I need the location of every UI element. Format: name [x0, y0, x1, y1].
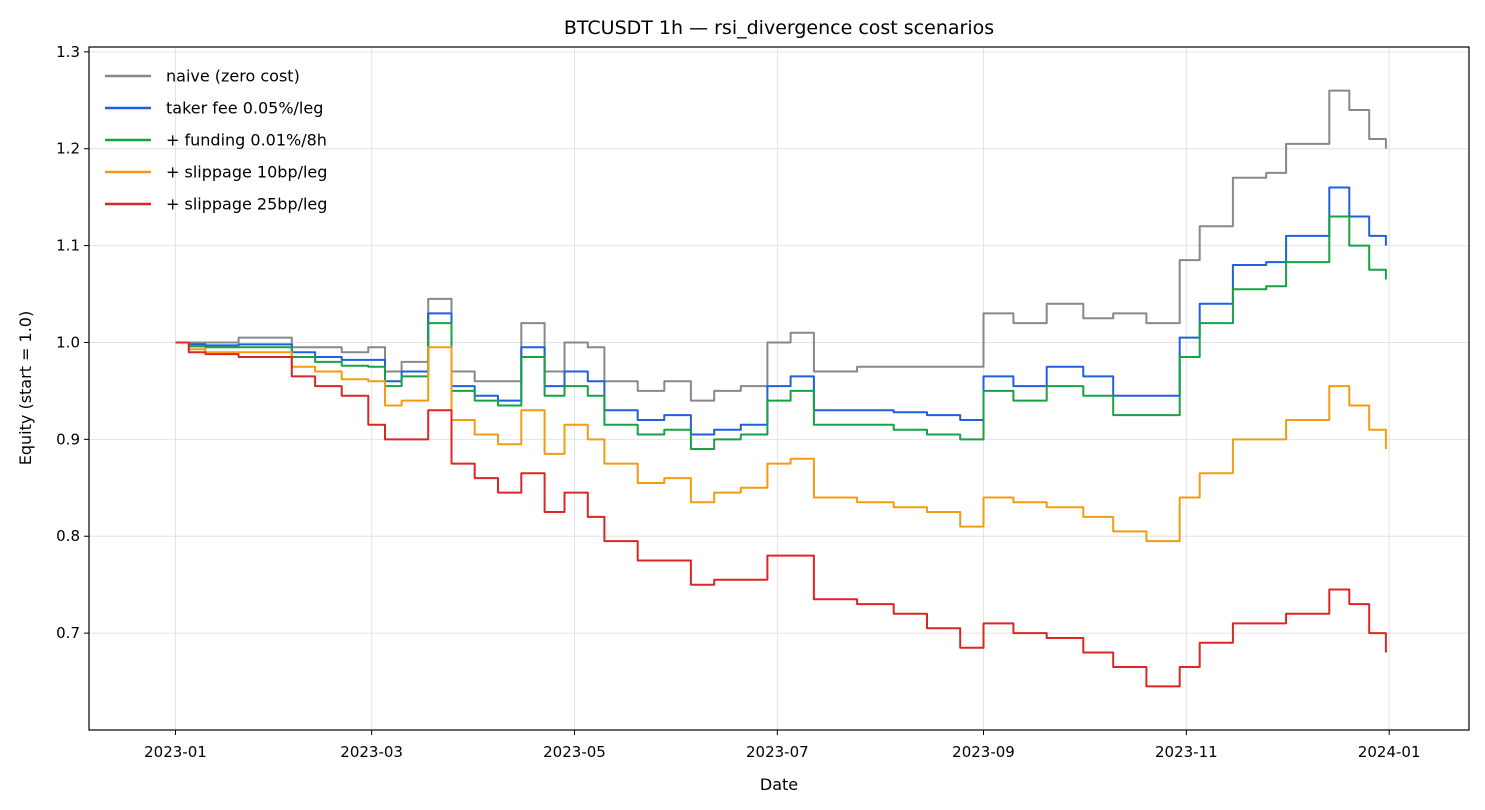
x-axis-label: Date — [760, 775, 798, 794]
x-tick-label: 2023-05 — [543, 743, 606, 761]
y-tick-label: 0.7 — [56, 624, 80, 642]
legend-entry: + slippage 10bp/leg — [166, 163, 327, 182]
series-line — [175, 89, 1387, 402]
y-tick-label: 1.1 — [56, 237, 80, 255]
series-line — [175, 215, 1387, 450]
y-axis-label: Equity (start = 1.0) — [16, 311, 35, 465]
x-tick-label: 2023-03 — [340, 743, 403, 761]
chart-title: BTCUSDT 1h — rsi_divergence cost scenari… — [564, 17, 994, 39]
x-tick-label: 2023-01 — [144, 743, 207, 761]
legend-entry: naive (zero cost) — [166, 67, 300, 86]
legend-entry: + funding 0.01%/8h — [166, 131, 327, 150]
y-tick-label: 0.8 — [56, 527, 80, 545]
grid-lines — [89, 47, 1469, 730]
x-tick-label: 2023-07 — [746, 743, 809, 761]
plot-area — [88, 46, 1470, 731]
y-tick-label: 1.2 — [56, 140, 80, 158]
x-axis-ticks: 2023-01 2023-03 2023-05 2023-07 2023-09 2023-… — [144, 730, 1421, 761]
x-tick-label: 2023-11 — [1155, 743, 1218, 761]
series-line — [175, 186, 1387, 436]
series-lines — [175, 89, 1387, 688]
x-tick-label: 2024-01 — [1358, 743, 1421, 761]
x-tick-label: 2023-09 — [952, 743, 1015, 761]
y-tick-label: 1.0 — [56, 333, 80, 351]
legend: naive (zero cost) taker fee 0.05%/leg + fu… — [105, 67, 327, 214]
legend-entry: + slippage 25bp/leg — [166, 195, 327, 214]
y-tick-label: 0.9 — [56, 430, 80, 448]
legend-entry: taker fee 0.05%/leg — [166, 99, 323, 118]
series-line — [175, 341, 1387, 543]
series-line — [175, 341, 1387, 688]
plot-border — [88, 46, 1470, 731]
y-tick-label: 1.3 — [56, 43, 80, 61]
y-axis-ticks: 0.7 0.8 0.9 1.0 1.1 1.2 1.3 — [56, 43, 89, 642]
